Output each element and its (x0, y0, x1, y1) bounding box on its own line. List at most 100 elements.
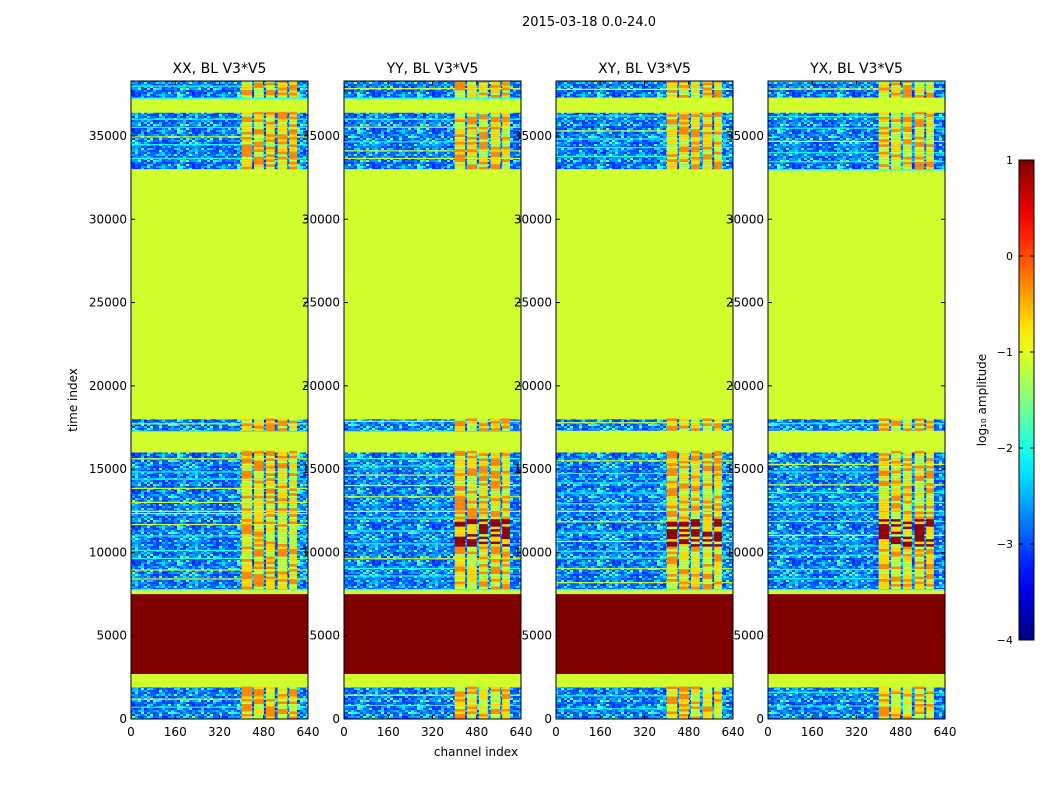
rfi-cell (454, 519, 466, 522)
rfi-cell (679, 696, 689, 700)
rfi-cell (891, 90, 901, 93)
rfi-cell (467, 566, 477, 570)
rfi-cell (502, 534, 510, 537)
rfi-cell (277, 581, 288, 585)
rfi-cell (490, 141, 501, 145)
rfi-cell (679, 524, 689, 527)
rfi-cell (467, 500, 477, 504)
rfi-cell (690, 126, 700, 130)
rfi-cell (241, 478, 253, 481)
rfi-cell (902, 468, 912, 471)
rfi-cell (666, 500, 678, 504)
rfi-cell (702, 584, 713, 587)
rfi-cell (702, 425, 713, 429)
rfi-cell (502, 579, 510, 582)
rfi-cell (878, 161, 890, 165)
rfi-cell (926, 85, 934, 88)
rfi-cell (878, 156, 890, 160)
rfi-cell (490, 711, 501, 715)
time-block-8 (768, 169, 945, 420)
rfi-cell (277, 151, 288, 155)
rfi-cell (702, 516, 713, 520)
rfi-cell (454, 141, 466, 145)
rfi-cell (241, 689, 253, 692)
rfi-cell (878, 559, 890, 562)
rfi-cell (265, 521, 275, 525)
rfi-cell (914, 689, 925, 692)
rfi-cell (891, 691, 901, 695)
rfi-cell (926, 460, 934, 464)
rfi-cell (265, 701, 275, 705)
rfi-cell (891, 526, 901, 530)
flag-stripe (131, 85, 308, 87)
rfi-cell (714, 420, 722, 424)
rfi-cell (502, 480, 510, 484)
rfi-cell (478, 716, 488, 719)
rfi-cell (926, 164, 934, 167)
rfi-cell (490, 480, 501, 484)
rfi-cell (902, 584, 912, 587)
rfi-cell (277, 141, 288, 145)
rfi-cell (902, 514, 912, 517)
rfi-cell (690, 493, 700, 496)
rfi-cell (289, 546, 297, 550)
rfi-cell (891, 503, 901, 506)
rfi-cell (490, 455, 501, 459)
rfi-cell (254, 146, 264, 150)
rfi-cell (714, 503, 722, 506)
rfi-cell (467, 571, 477, 575)
rfi-cell (679, 564, 689, 567)
rfi-cell (467, 126, 477, 130)
rfi-cell (878, 144, 890, 147)
rfi-cell (666, 526, 678, 530)
rfi-cell (490, 154, 501, 157)
rfi-cell (902, 423, 912, 426)
rfi-cell (926, 82, 934, 86)
rfi-cell (277, 154, 288, 157)
rfi-cell (902, 95, 912, 98)
rfi-cell (241, 714, 253, 717)
rfi-cell (254, 546, 264, 550)
rfi-cell (702, 546, 713, 550)
rfi-cell (902, 453, 912, 456)
rfi-cell (714, 458, 722, 461)
rfi-cell (454, 154, 466, 157)
rfi-cell (478, 164, 488, 167)
rfi-cell (702, 686, 713, 690)
rfi-cell (467, 541, 477, 545)
flag-stripe (344, 420, 521, 422)
rfi-cell (702, 139, 713, 142)
rfi-cell (467, 139, 477, 142)
rfi-cell (902, 696, 912, 700)
rfi-cell (241, 428, 253, 431)
rfi-cell (926, 159, 934, 162)
rfi-cell (926, 144, 934, 147)
rfi-cell (454, 164, 466, 167)
rfi-cell (666, 92, 678, 96)
rfi-cell (241, 164, 253, 167)
rfi-cell (467, 521, 477, 525)
rfi-cell (690, 82, 700, 86)
rfi-cell (490, 579, 501, 582)
y-tick-label: 20000 (514, 379, 552, 393)
rfi-cell (926, 561, 934, 565)
rfi-cell (666, 564, 678, 567)
rfi-cell (926, 711, 934, 715)
rfi-cell (679, 574, 689, 577)
rfi-cell (679, 95, 689, 98)
rfi-cell (679, 468, 689, 471)
rfi-cell (454, 144, 466, 147)
time-block-2 (131, 594, 308, 675)
rfi-cell (926, 534, 934, 537)
rfi-cell (690, 561, 700, 565)
rfi-cell (926, 566, 934, 570)
rfi-cell (478, 92, 488, 96)
rfi-cell (714, 159, 722, 162)
rfi-cell (490, 111, 501, 115)
rfi-cell (902, 159, 912, 162)
rfi-cell (277, 485, 288, 489)
rfi-cell (690, 529, 700, 532)
rfi-cell (265, 146, 275, 150)
rfi-cell (289, 488, 297, 491)
rfi-cell (666, 561, 678, 565)
